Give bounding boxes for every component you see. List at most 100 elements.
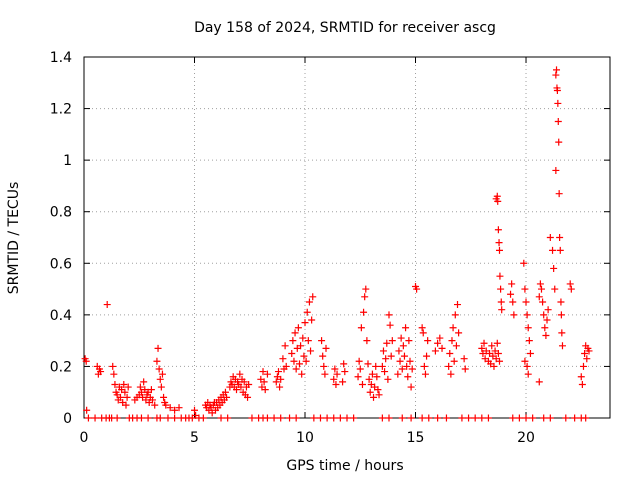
y-tick-label: 0.6 (50, 256, 72, 272)
data-point (305, 298, 313, 306)
data-point (385, 311, 393, 319)
data-point (553, 66, 561, 74)
data-point (156, 414, 164, 422)
data-point (455, 329, 463, 337)
data-point (552, 71, 560, 79)
data-point (354, 373, 362, 381)
data-point (147, 386, 155, 394)
data-point (442, 414, 450, 422)
data-point (557, 311, 565, 319)
data-point (290, 357, 298, 365)
data-point (495, 357, 503, 365)
data-point (356, 365, 364, 373)
data-point (361, 293, 369, 301)
data-point (316, 414, 324, 422)
data-point (449, 324, 457, 332)
data-point (515, 414, 523, 422)
data-point (404, 373, 412, 381)
data-point (579, 362, 587, 370)
data-point (188, 414, 196, 422)
data-point (309, 293, 317, 301)
data-point (554, 99, 562, 107)
data-point (120, 380, 128, 388)
chart-title: Day 158 of 2024, SRMTID for receiver asc… (194, 20, 496, 36)
data-point (282, 362, 290, 370)
data-point (562, 414, 570, 422)
data-point (350, 414, 358, 422)
data-point (330, 375, 338, 383)
data-point (164, 414, 172, 422)
data-point (495, 246, 503, 254)
data-point (375, 391, 383, 399)
y-axis-label: SRMTID / TECUs (6, 182, 22, 295)
data-point (276, 383, 284, 391)
data-point (549, 246, 557, 254)
x-tick-label: 0 (80, 430, 89, 446)
data-point (368, 370, 376, 378)
data-point (418, 414, 426, 422)
data-point (447, 370, 455, 378)
data-point (310, 414, 318, 422)
data-point (277, 414, 285, 422)
data-point (277, 375, 285, 383)
data-point (263, 370, 271, 378)
axis-ticks: 0 5 10 15 20 0 0.2 0.4 0.6 0.8 1 1.2 1.4 (50, 50, 610, 446)
data-point (302, 357, 310, 365)
data-point (166, 404, 174, 412)
data-point (221, 388, 229, 396)
data-point (425, 414, 433, 422)
data-point (571, 414, 579, 422)
data-point (434, 339, 442, 347)
data-point (413, 285, 421, 293)
data-point (400, 352, 408, 360)
data-point (478, 344, 486, 352)
data-point (274, 368, 282, 376)
data-point (446, 350, 454, 358)
data-point (423, 352, 431, 360)
data-point (546, 234, 554, 241)
data-point (291, 329, 299, 337)
data-point (450, 357, 458, 365)
data-point (507, 290, 515, 298)
data-point (396, 357, 404, 365)
data-point (381, 368, 389, 376)
data-point (298, 370, 306, 378)
x-tick-label: 20 (517, 430, 535, 446)
data-point (286, 414, 294, 422)
data-point (405, 337, 413, 345)
data-point (162, 401, 170, 409)
x-tick-label: 5 (190, 430, 199, 446)
data-point (398, 365, 406, 373)
data-point (535, 378, 543, 386)
data-point (541, 324, 549, 332)
data-point (288, 350, 296, 358)
data-point (537, 285, 545, 293)
data-point (151, 401, 159, 409)
data-point (191, 406, 199, 414)
data-point (498, 306, 506, 314)
x-tick-label: 10 (296, 430, 314, 446)
data-point (236, 370, 244, 378)
data-point (295, 360, 303, 368)
data-point (551, 285, 559, 293)
data-point (336, 414, 344, 422)
data-point (543, 316, 551, 324)
data-point (553, 87, 561, 95)
data-point (495, 239, 503, 247)
data-point (484, 414, 492, 422)
data-point (540, 414, 548, 422)
data-point (577, 373, 585, 381)
data-point (558, 329, 566, 337)
data-point (323, 414, 331, 422)
data-point (366, 388, 374, 396)
data-point (407, 414, 415, 422)
data-point (490, 362, 498, 370)
data-point (578, 380, 586, 388)
data-point (289, 337, 297, 345)
data-point (524, 370, 532, 378)
y-tick-label: 0.8 (50, 205, 72, 221)
data-point (244, 393, 252, 401)
data-point (582, 414, 590, 422)
data-point (304, 337, 312, 345)
data-point (232, 386, 240, 394)
